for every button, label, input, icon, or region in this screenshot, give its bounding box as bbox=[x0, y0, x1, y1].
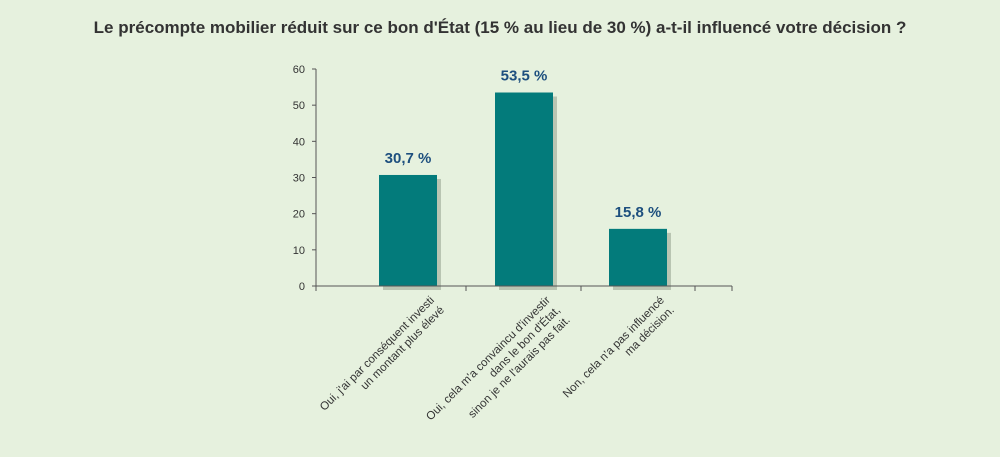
chart-title: Le précompte mobilier réduit sur ce bon … bbox=[94, 18, 907, 37]
y-tick-label: 50 bbox=[293, 100, 305, 112]
y-tick-label: 0 bbox=[299, 281, 305, 293]
category-label-line: Non, cela n'a pas influencé bbox=[561, 294, 667, 400]
category-label-line: un montant plus élevé bbox=[359, 304, 447, 392]
y-tick-label: 20 bbox=[293, 209, 305, 221]
y-tick-label: 10 bbox=[293, 245, 305, 257]
y-tick-label: 30 bbox=[293, 173, 305, 185]
bar bbox=[495, 92, 553, 286]
data-label: 15,8 % bbox=[615, 204, 662, 221]
data-label: 30,7 % bbox=[385, 150, 432, 167]
y-tick-label: 60 bbox=[293, 64, 305, 76]
category-label-line: Oui, j'ai par conséquent investi bbox=[318, 294, 437, 413]
y-tick-label: 40 bbox=[293, 136, 305, 148]
data-label: 53,5 % bbox=[501, 68, 548, 85]
bar bbox=[379, 174, 437, 286]
bar bbox=[609, 228, 667, 286]
